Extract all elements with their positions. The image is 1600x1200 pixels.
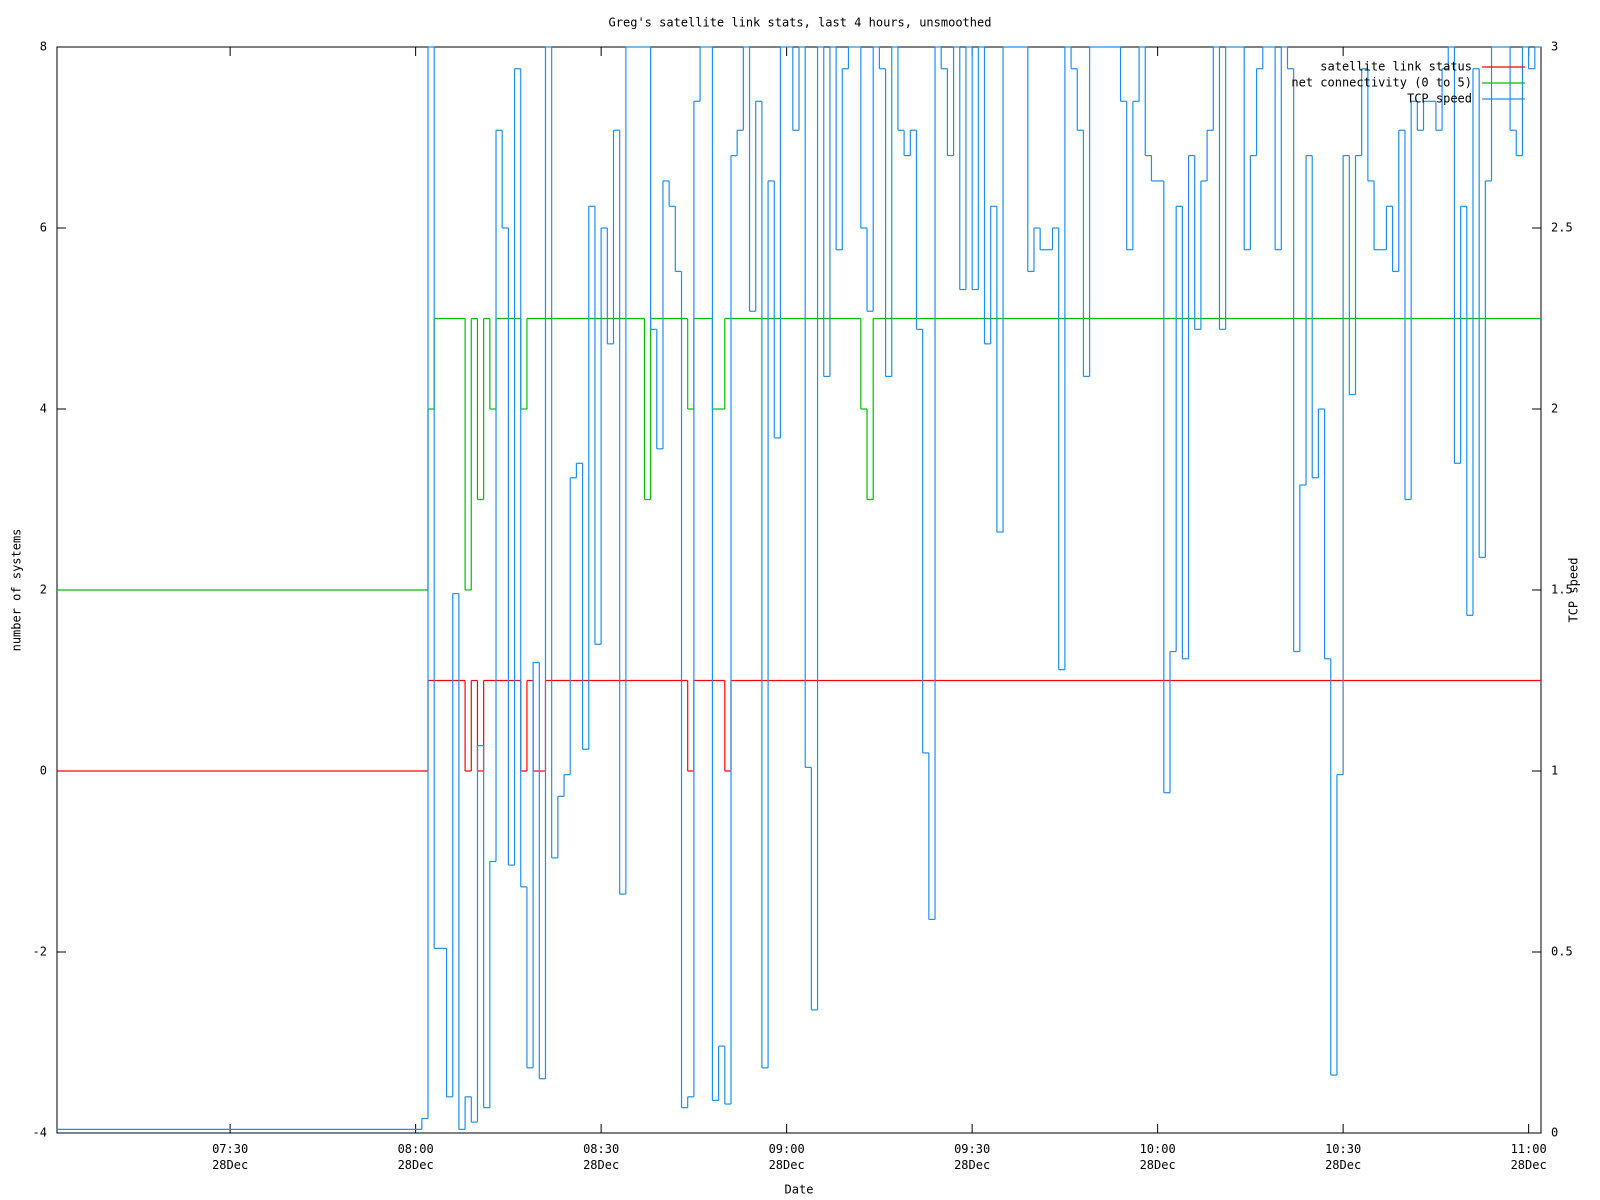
y-axis-label: number of systems — [10, 529, 24, 652]
x-tick-label: 07:30 28Dec — [212, 1142, 249, 1172]
y2-tick-label: 2 — [1551, 402, 1558, 416]
x-tick-label: 09:30 28Dec — [954, 1142, 991, 1172]
y-tick-label: 4 — [40, 402, 47, 416]
x-tick-label: 10:30 28Dec — [1325, 1142, 1362, 1172]
x-tick-label: 09:00 28Dec — [768, 1142, 805, 1172]
y-tick-label: 2 — [40, 583, 47, 597]
x-tick-label: 08:00 28Dec — [397, 1142, 434, 1172]
y-tick-label: 6 — [40, 221, 47, 235]
y2-tick-label: 1 — [1551, 764, 1558, 778]
y2-tick-label: 0 — [1551, 1126, 1558, 1140]
y2-tick-label: 1.5 — [1551, 583, 1573, 597]
y-tick-label: -4 — [33, 1126, 47, 1140]
x-tick-label: 11:00 28Dec — [1510, 1142, 1547, 1172]
legend-label: satellite link status — [1320, 60, 1472, 74]
x-tick-label: 10:00 28Dec — [1139, 1142, 1176, 1172]
legend-label: TCP speed — [1407, 92, 1472, 106]
x-axis-label: Date — [785, 1183, 814, 1197]
y2-tick-label: 2.5 — [1551, 221, 1573, 235]
legend-label: net connectivity (0 to 5) — [1291, 76, 1472, 90]
y2-axis-label: TCP speed — [1567, 557, 1581, 622]
y-tick-label: -2 — [33, 945, 47, 959]
y-tick-label: 8 — [40, 40, 47, 54]
y2-tick-label: 3 — [1551, 40, 1558, 54]
chart-title: Greg's satellite link stats, last 4 hour… — [609, 16, 992, 30]
y-tick-label: 0 — [40, 764, 47, 778]
y2-tick-label: 0.5 — [1551, 945, 1573, 959]
x-tick-label: 08:30 28Dec — [583, 1142, 620, 1172]
